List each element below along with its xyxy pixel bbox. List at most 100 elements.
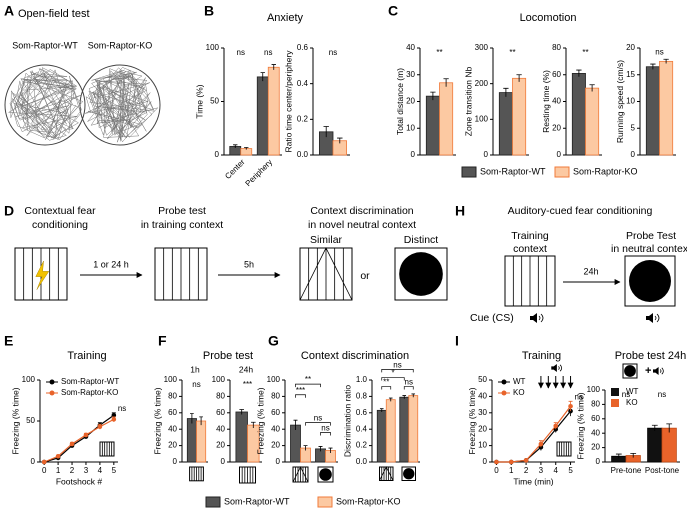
y-tick-label: 0.4 xyxy=(356,424,368,433)
step-label: conditioning xyxy=(32,219,88,231)
arena xyxy=(79,64,161,146)
speaker-icon xyxy=(551,364,557,372)
y-tick-label: 0 xyxy=(557,150,562,159)
context-label: Distinct xyxy=(404,234,439,246)
error-bar xyxy=(271,64,276,70)
significance-label: ns xyxy=(264,48,272,57)
y-tick-label: 10 xyxy=(478,441,487,450)
group-label: Som-Raptor-WT xyxy=(12,40,78,50)
x-tick-label: Pre-tone xyxy=(611,466,642,475)
group-label: Som-Raptor-KO xyxy=(88,40,153,50)
y-axis-label: Time (%) xyxy=(194,84,204,118)
error-bar xyxy=(379,408,384,412)
y-tick-label: 300 xyxy=(475,43,489,52)
bracket xyxy=(295,383,321,388)
context-stripes xyxy=(379,466,394,481)
legend-label: Som-Raptor-KO xyxy=(573,166,638,176)
panel-label: B xyxy=(204,3,214,19)
y-tick-label: 20 xyxy=(168,441,177,450)
significance-label: ns xyxy=(575,392,583,401)
y-tick-label: 100 xyxy=(164,375,178,384)
context-stripes xyxy=(191,467,202,481)
y-tick-label: 40 xyxy=(271,424,280,433)
significance-label: ns xyxy=(405,378,413,387)
error-bar xyxy=(651,424,658,432)
y-tick-label: 60 xyxy=(168,408,177,417)
significance-label: ** xyxy=(436,48,442,57)
panel-label: C xyxy=(388,3,398,19)
context-circle xyxy=(399,252,443,296)
y-tick-label: 30 xyxy=(406,70,415,79)
y-tick-label: 0 xyxy=(276,457,281,466)
marker xyxy=(553,423,559,429)
y-tick-label: 100 xyxy=(22,375,36,384)
significance-label: ns xyxy=(118,404,126,413)
section-title: Context discrimination xyxy=(301,350,409,362)
y-tick-label: 0.0 xyxy=(356,457,368,466)
y-axis-label: Freezing (% time) xyxy=(10,387,20,454)
error-bar xyxy=(199,416,203,426)
x-tick-label: 0 xyxy=(42,466,47,475)
error-bar xyxy=(589,84,595,92)
x-tick-label: 2 xyxy=(524,466,529,475)
y-tick-label: 10 xyxy=(626,97,635,106)
error-bar xyxy=(402,395,407,399)
legend-label: KO xyxy=(626,398,638,407)
marker xyxy=(111,412,117,418)
x-tick-label: 1 xyxy=(56,466,61,475)
bar xyxy=(498,92,513,156)
y-tick-label: 40 xyxy=(216,424,225,433)
significance-label: ** xyxy=(582,48,588,57)
y-tick-label: 0.6 xyxy=(356,408,368,417)
chart-title: 24h xyxy=(239,364,253,374)
legend-label: Som-Raptor-KO xyxy=(336,496,401,506)
y-tick-label: 0 xyxy=(483,457,488,466)
y-tick-label: 60 xyxy=(216,408,225,417)
significance-label: * xyxy=(391,369,394,378)
y-tick-label: 0 xyxy=(631,150,636,159)
significance-label: ns xyxy=(314,414,322,423)
legend-label: Som-Raptor-WT xyxy=(224,496,290,506)
step-label: Context discrimination xyxy=(310,205,413,217)
significance-label: ** xyxy=(509,48,515,57)
section-title: Locomotion xyxy=(520,12,577,24)
sound-waves xyxy=(538,313,544,323)
legend-label: WT xyxy=(513,377,526,386)
context-circle xyxy=(403,468,415,480)
y-tick-label: 60 xyxy=(591,414,600,423)
significance-label: ns xyxy=(393,360,401,369)
arena xyxy=(4,64,86,146)
y-tick-label: 15 xyxy=(626,70,635,79)
error-bar xyxy=(318,446,323,452)
marker xyxy=(523,458,529,463)
x-tick-label: Post-tone xyxy=(645,466,680,475)
legend-swatch xyxy=(611,399,619,407)
bar xyxy=(256,76,269,156)
context-circle xyxy=(624,365,636,377)
bar xyxy=(439,82,454,156)
error-bar xyxy=(443,78,449,87)
speaker-icon xyxy=(530,313,537,323)
y-tick-label: 40 xyxy=(478,392,487,401)
x-tick-label: 5 xyxy=(112,466,117,475)
x-axis-label: Time (min) xyxy=(513,476,553,486)
y-tick-label: 0.6 xyxy=(297,43,309,52)
section-title: Probe test xyxy=(203,350,253,362)
significance-label: *** xyxy=(296,386,305,395)
interval-label: 24h xyxy=(583,266,598,276)
y-tick-label: 0 xyxy=(596,457,601,466)
x-tick-label: 1 xyxy=(509,466,514,475)
y-tick-label: 50 xyxy=(478,375,487,384)
y-tick-label: 50 xyxy=(210,97,219,106)
chart-title: Training xyxy=(67,350,106,362)
x-axis-label: Footshock # xyxy=(56,476,103,486)
y-tick-label: 20 xyxy=(626,43,635,52)
y-tick-label: 100 xyxy=(212,375,226,384)
legend-label: KO xyxy=(513,388,525,397)
y-tick-label: 0 xyxy=(221,457,226,466)
trajectory xyxy=(84,67,159,143)
error-bar xyxy=(663,58,669,64)
y-tick-label: 10 xyxy=(406,123,415,132)
error-bar xyxy=(516,74,522,82)
